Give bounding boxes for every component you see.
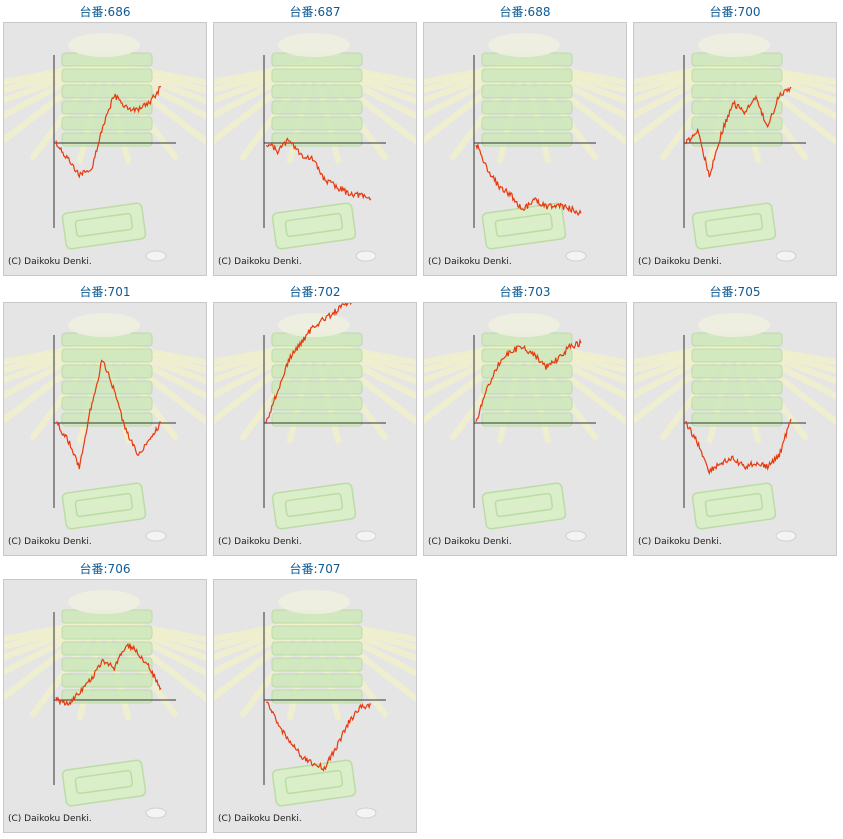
machine-number-link[interactable]: 台番:702 — [289, 285, 341, 299]
graph-svg — [424, 313, 626, 542]
payout-line — [265, 137, 372, 201]
background-illustration — [4, 33, 206, 262]
machine-number-link[interactable]: 台番:705 — [709, 285, 761, 299]
graph-panel: (C) Daikoku Denki. — [423, 22, 627, 276]
payout-line — [265, 303, 352, 423]
background-illustration — [4, 590, 206, 819]
background-illustration — [214, 33, 416, 262]
graph-panel: (C) Daikoku Denki. — [213, 579, 417, 833]
machine-number-link[interactable]: 台番:703 — [499, 285, 551, 299]
payout-line — [55, 85, 162, 179]
machine-number-link[interactable]: 台番:686 — [79, 5, 131, 19]
copyright-credit: (C) Daikoku Denki. — [8, 257, 92, 267]
copyright-credit: (C) Daikoku Denki. — [218, 257, 302, 267]
payout-line — [475, 338, 582, 422]
machine-number-link[interactable]: 台番:707 — [289, 562, 341, 576]
graph-svg — [634, 313, 836, 542]
background-illustration — [424, 33, 626, 262]
payout-line — [55, 642, 162, 707]
payout-line — [475, 142, 582, 217]
machine-number-link[interactable]: 台番:700 — [709, 5, 761, 19]
graph-svg — [634, 33, 836, 262]
graph-svg — [214, 590, 416, 819]
graph-svg — [4, 33, 206, 262]
background-illustration — [634, 313, 836, 542]
background-illustration — [4, 313, 206, 542]
machine-number-link[interactable]: 台番:701 — [79, 285, 131, 299]
copyright-credit: (C) Daikoku Denki. — [428, 537, 512, 547]
copyright-credit: (C) Daikoku Denki. — [638, 537, 722, 547]
graph-panel: (C) Daikoku Denki. — [213, 302, 417, 556]
payout-line — [685, 418, 792, 476]
graph-svg — [424, 33, 626, 262]
machine-number-link[interactable]: 台番:688 — [499, 5, 551, 19]
graph-panel: (C) Daikoku Denki. — [3, 302, 207, 556]
graph-panel: (C) Daikoku Denki. — [633, 302, 837, 556]
background-illustration — [214, 590, 416, 819]
graph-panel: (C) Daikoku Denki. — [633, 22, 837, 276]
background-illustration — [214, 313, 416, 542]
graph-panel: (C) Daikoku Denki. — [423, 302, 627, 556]
payout-line — [685, 86, 792, 178]
machine-number-link[interactable]: 台番:687 — [289, 5, 341, 19]
payout-line — [55, 359, 162, 470]
payout-line — [266, 701, 371, 772]
graph-panel: (C) Daikoku Denki. — [3, 22, 207, 276]
copyright-credit: (C) Daikoku Denki. — [8, 814, 92, 824]
graph-panel: (C) Daikoku Denki. — [3, 579, 207, 833]
copyright-credit: (C) Daikoku Denki. — [638, 257, 722, 267]
copyright-credit: (C) Daikoku Denki. — [8, 537, 92, 547]
background-illustration — [634, 33, 836, 262]
graph-svg — [4, 313, 206, 542]
graph-svg — [214, 33, 416, 262]
copyright-credit: (C) Daikoku Denki. — [218, 814, 302, 824]
copyright-credit: (C) Daikoku Denki. — [428, 257, 512, 267]
graph-panel: (C) Daikoku Denki. — [213, 22, 417, 276]
copyright-credit: (C) Daikoku Denki. — [218, 537, 302, 547]
machine-number-link[interactable]: 台番:706 — [79, 562, 131, 576]
graph-svg — [214, 303, 416, 542]
graph-svg — [4, 590, 206, 819]
